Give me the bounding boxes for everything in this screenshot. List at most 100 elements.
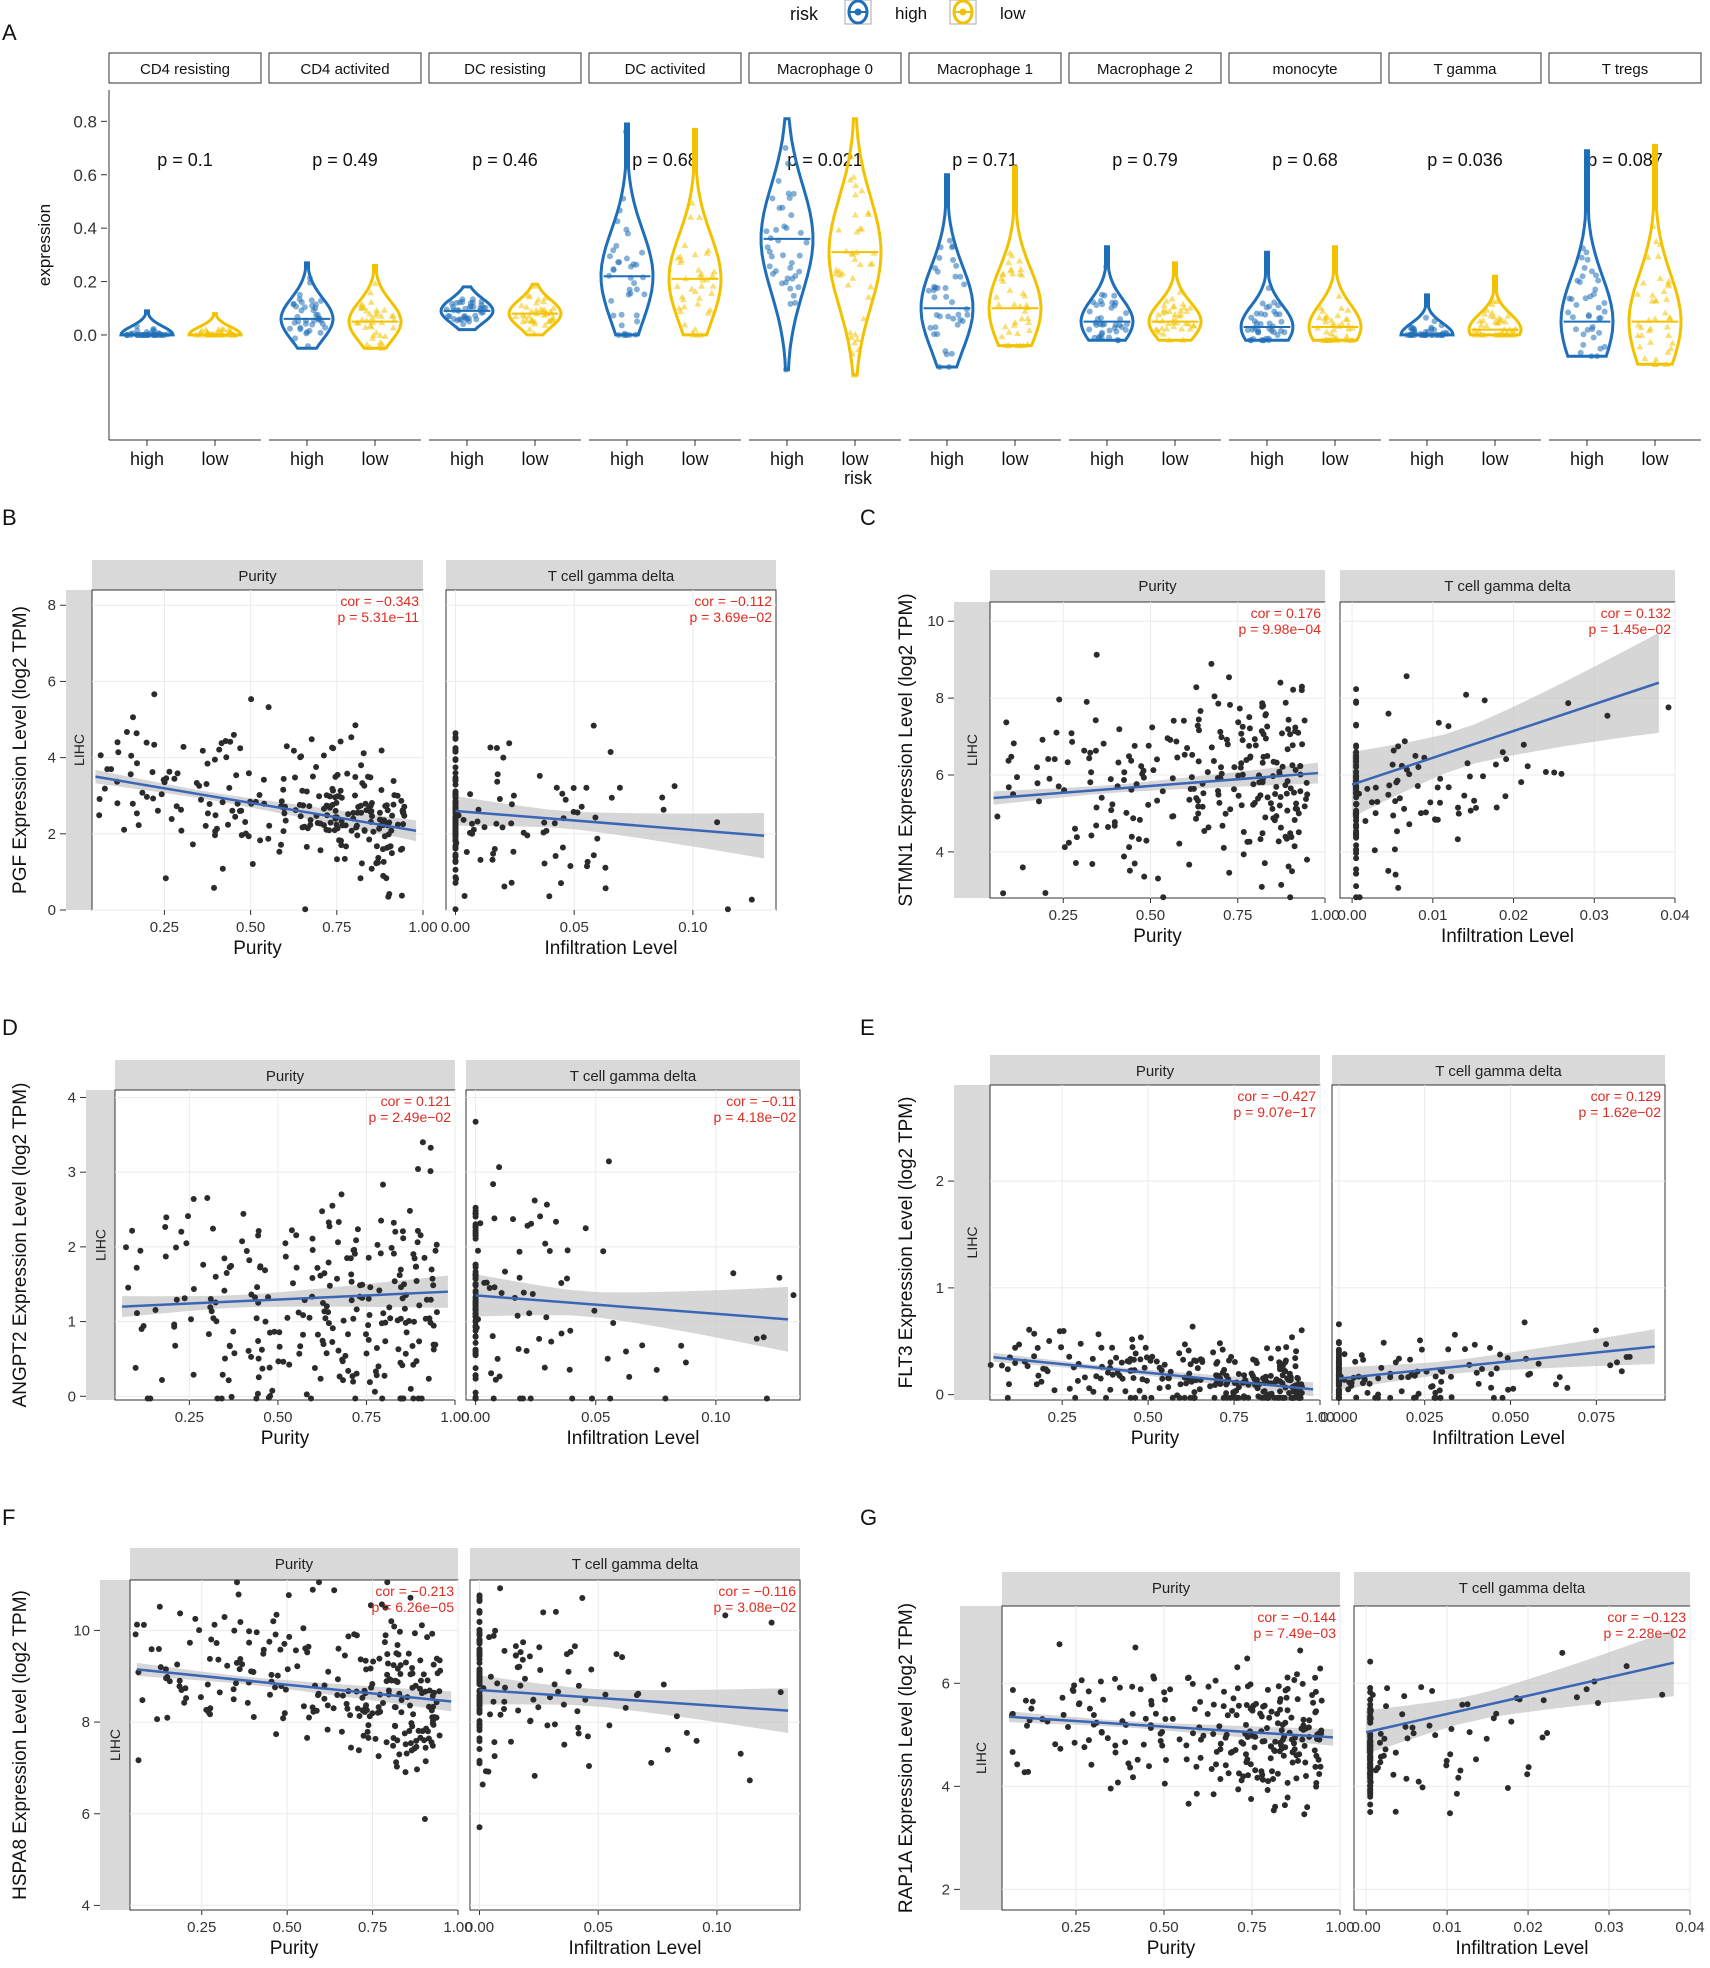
violin-low (827, 117, 883, 377)
data-point (490, 1632, 497, 1639)
data-point (1156, 1364, 1163, 1371)
data-point (406, 1207, 413, 1214)
data-point (390, 1735, 397, 1741)
data-point-low (852, 182, 860, 189)
data-point (1300, 1716, 1307, 1723)
data-point (399, 1228, 406, 1235)
data-point (1141, 1394, 1148, 1401)
data-point-high (773, 226, 780, 233)
data-point (1499, 1394, 1506, 1401)
data-point-high (630, 261, 637, 268)
data-point (683, 1729, 690, 1736)
data-point (476, 1735, 483, 1742)
data-point (1231, 764, 1238, 771)
data-point (1389, 761, 1396, 768)
data-point (589, 1395, 595, 1402)
data-point (476, 1709, 483, 1716)
data-point (362, 800, 369, 807)
data-point (1353, 842, 1360, 849)
data-point (281, 1640, 288, 1647)
data-point (394, 792, 401, 799)
data-point-low (836, 271, 844, 278)
data-point (1056, 1641, 1063, 1648)
data-point (481, 1279, 488, 1286)
data-point (590, 722, 597, 729)
data-point (479, 1781, 486, 1788)
data-point (1524, 763, 1531, 770)
confidence-band (122, 1275, 448, 1318)
data-point (602, 864, 609, 871)
data-point (1304, 856, 1310, 863)
data-point-low (1168, 295, 1176, 302)
data-point (428, 1266, 435, 1273)
data-point (1003, 719, 1010, 726)
data-point-low (846, 329, 854, 336)
data-point-low (1162, 297, 1170, 304)
data-point (1302, 1759, 1309, 1766)
data-point (265, 704, 272, 711)
data-point (397, 1671, 404, 1677)
data-point (381, 1639, 388, 1646)
data-point (1114, 1779, 1121, 1786)
data-point (1243, 1751, 1249, 1758)
row-strip (954, 602, 990, 898)
data-point-high (1274, 332, 1281, 339)
data-point (1112, 1675, 1118, 1682)
data-point (1467, 807, 1474, 814)
data-point (1353, 749, 1360, 756)
data-point (1121, 853, 1127, 860)
data-point (1535, 1360, 1542, 1367)
data-point (1170, 717, 1177, 724)
data-point (401, 1305, 408, 1312)
data-point (335, 1347, 342, 1354)
data-point (417, 1232, 424, 1239)
data-point (1297, 763, 1304, 769)
data-point (1277, 824, 1284, 831)
data-point-low (1171, 310, 1179, 317)
data-point (212, 812, 219, 819)
data-point (1270, 1776, 1277, 1782)
data-point (1264, 723, 1271, 730)
data-point (203, 781, 210, 787)
data-point (101, 785, 108, 792)
facet-strip-label: T gamma (1433, 61, 1497, 78)
data-point (303, 788, 310, 795)
data-point (1368, 799, 1375, 806)
facet-strip-label: Purity (1138, 578, 1177, 595)
data-point-high (631, 280, 638, 287)
data-point (114, 800, 121, 807)
data-point (313, 764, 320, 770)
data-point (222, 1355, 228, 1362)
data-point (1116, 726, 1123, 733)
data-point (237, 745, 244, 752)
data-point (1261, 1738, 1268, 1745)
data-point (1278, 881, 1285, 888)
data-point (231, 1350, 238, 1357)
data-point (608, 794, 615, 801)
data-point (1243, 1702, 1250, 1708)
violin-high (919, 173, 975, 369)
data-point (1142, 1344, 1149, 1351)
data-point (378, 747, 385, 754)
data-point (1466, 773, 1473, 780)
data-point (173, 1244, 179, 1251)
data-point (1213, 1748, 1220, 1755)
data-point (1392, 798, 1399, 805)
data-point (564, 1275, 570, 1282)
data-point (148, 1646, 155, 1653)
data-point (377, 1250, 384, 1257)
x-tick-label: low (521, 449, 549, 469)
data-point (1085, 1737, 1092, 1744)
y-tick-label: 4 (48, 750, 56, 767)
p-value-label: p = 0.68 (632, 150, 698, 170)
data-point (1260, 1375, 1267, 1382)
p-value-label: p = 9.07e−17 (1233, 1104, 1316, 1120)
p-value-label: p = 0.46 (472, 150, 538, 170)
data-point (1291, 1746, 1298, 1753)
data-point (326, 827, 333, 834)
data-point (1078, 1677, 1085, 1684)
p-value-label: p = 0.71 (952, 150, 1018, 170)
x-tick-label: 0.25 (1049, 907, 1078, 924)
row-strip-label: LIHC (107, 1729, 123, 1761)
data-point (1353, 807, 1360, 814)
